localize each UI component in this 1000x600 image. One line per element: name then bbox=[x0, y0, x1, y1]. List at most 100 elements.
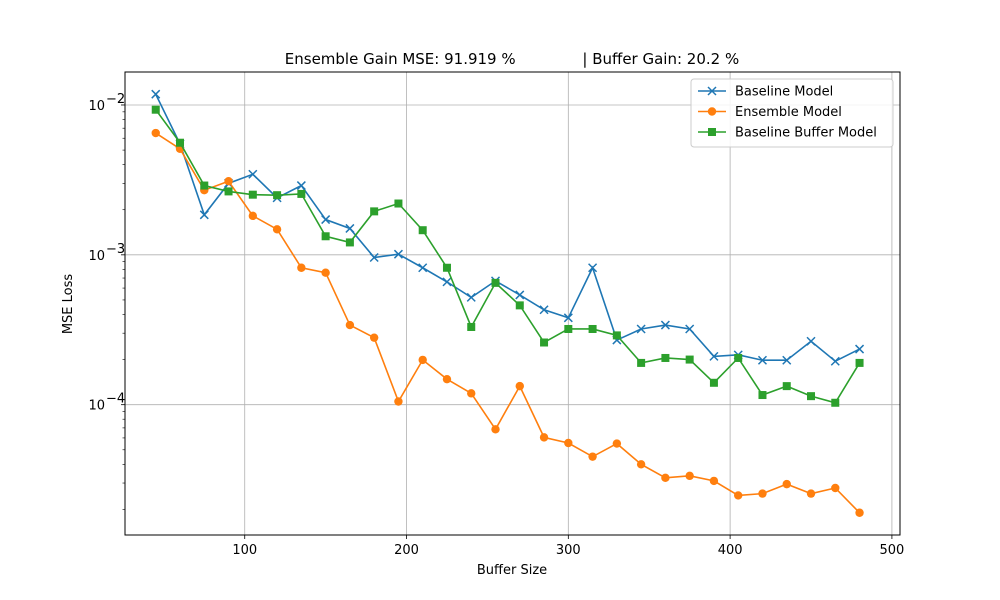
data-point bbox=[806, 336, 816, 346]
data-point bbox=[588, 452, 597, 461]
legend-label: Baseline Model bbox=[735, 85, 833, 100]
data-point bbox=[394, 199, 403, 208]
series-line bbox=[155, 109, 861, 404]
data-point bbox=[151, 89, 161, 99]
data-point bbox=[345, 223, 355, 233]
y-tick-exponent: −2 bbox=[106, 92, 125, 107]
data-point bbox=[612, 331, 621, 340]
data-point bbox=[782, 479, 791, 489]
data-point bbox=[563, 313, 573, 323]
x-axis-label: Buffer Size bbox=[477, 563, 547, 578]
data-point bbox=[758, 391, 767, 400]
data-point bbox=[782, 355, 792, 365]
y-tick-label: 10 bbox=[88, 399, 105, 414]
data-point bbox=[734, 353, 743, 362]
data-point bbox=[151, 128, 160, 138]
data-point bbox=[248, 169, 258, 179]
data-point bbox=[782, 382, 791, 391]
data-point bbox=[321, 268, 330, 277]
y-tick-label: 10 bbox=[88, 249, 105, 264]
data-point bbox=[515, 381, 524, 391]
data-point bbox=[855, 358, 864, 367]
y-tick-exponent: −4 bbox=[106, 392, 125, 407]
data-point bbox=[248, 190, 257, 199]
data-point bbox=[321, 232, 330, 241]
data-point bbox=[661, 353, 670, 362]
data-point bbox=[588, 263, 598, 273]
data-point bbox=[757, 355, 768, 365]
data-point bbox=[491, 278, 500, 287]
data-point bbox=[515, 290, 525, 300]
legend-label: Baseline Buffer Model bbox=[735, 126, 877, 141]
legend-label: Ensemble Model bbox=[735, 105, 842, 120]
data-point bbox=[685, 471, 694, 481]
data-point bbox=[855, 508, 864, 517]
chart-title: Ensemble Gain MSE: 91.919 % | Buffer Gai… bbox=[285, 50, 739, 68]
data-point bbox=[734, 491, 743, 500]
x-tick-label: 300 bbox=[556, 543, 581, 558]
data-point bbox=[758, 489, 767, 498]
data-point bbox=[297, 263, 306, 272]
data-point bbox=[442, 263, 451, 272]
legend-marker bbox=[708, 128, 716, 136]
legend-marker bbox=[707, 107, 717, 116]
data-point bbox=[369, 252, 379, 263]
data-point bbox=[515, 301, 524, 310]
data-point bbox=[685, 355, 694, 364]
data-point bbox=[369, 333, 379, 342]
data-point bbox=[393, 249, 403, 259]
data-point bbox=[636, 460, 646, 469]
data-point bbox=[199, 210, 209, 220]
x-tick-label: 200 bbox=[394, 543, 419, 558]
data-point bbox=[272, 225, 282, 234]
data-point bbox=[807, 392, 816, 401]
data-point bbox=[685, 324, 695, 334]
data-point bbox=[248, 211, 258, 221]
legend: Baseline Model Ensemble Model Baseline Buf… bbox=[690, 78, 894, 148]
data-point bbox=[296, 181, 306, 191]
legend-marker bbox=[707, 86, 717, 96]
data-point bbox=[224, 187, 233, 196]
data-point bbox=[370, 207, 379, 216]
data-point bbox=[660, 320, 670, 330]
data-point bbox=[200, 181, 209, 190]
data-point bbox=[273, 191, 282, 200]
series-line bbox=[155, 132, 861, 514]
x-tick-label: 500 bbox=[879, 543, 904, 558]
data-point bbox=[855, 344, 865, 354]
y-tick-exponent: −3 bbox=[106, 242, 125, 257]
data-point bbox=[442, 374, 452, 384]
legend-box bbox=[690, 78, 894, 148]
data-point bbox=[564, 324, 573, 333]
series-baseline-buffer-model bbox=[151, 105, 864, 407]
data-point bbox=[709, 476, 719, 486]
data-point bbox=[418, 226, 427, 235]
data-point bbox=[661, 473, 670, 483]
data-point bbox=[224, 177, 233, 186]
data-point bbox=[491, 425, 500, 434]
x-tick-label: 100 bbox=[232, 543, 257, 558]
data-point bbox=[831, 483, 840, 493]
data-point bbox=[564, 438, 573, 448]
data-point bbox=[345, 320, 355, 330]
data-point bbox=[176, 138, 185, 147]
plot-area-frame bbox=[124, 71, 901, 536]
data-point bbox=[806, 489, 816, 498]
y-tick-label: 10 bbox=[88, 99, 105, 114]
y-axis-label: MSE Loss bbox=[61, 274, 76, 335]
x-tick-label: 400 bbox=[718, 543, 743, 558]
data-point bbox=[467, 389, 476, 398]
data-point bbox=[637, 358, 646, 367]
data-point bbox=[588, 324, 597, 333]
data-point bbox=[540, 338, 549, 347]
grid-lines bbox=[125, 72, 900, 535]
data-point bbox=[831, 398, 840, 407]
data-point bbox=[442, 277, 452, 287]
data-point bbox=[709, 378, 718, 387]
data-point bbox=[345, 238, 354, 247]
series-ensemble-model bbox=[151, 128, 864, 517]
data-point bbox=[539, 433, 549, 442]
data-point bbox=[418, 355, 427, 365]
